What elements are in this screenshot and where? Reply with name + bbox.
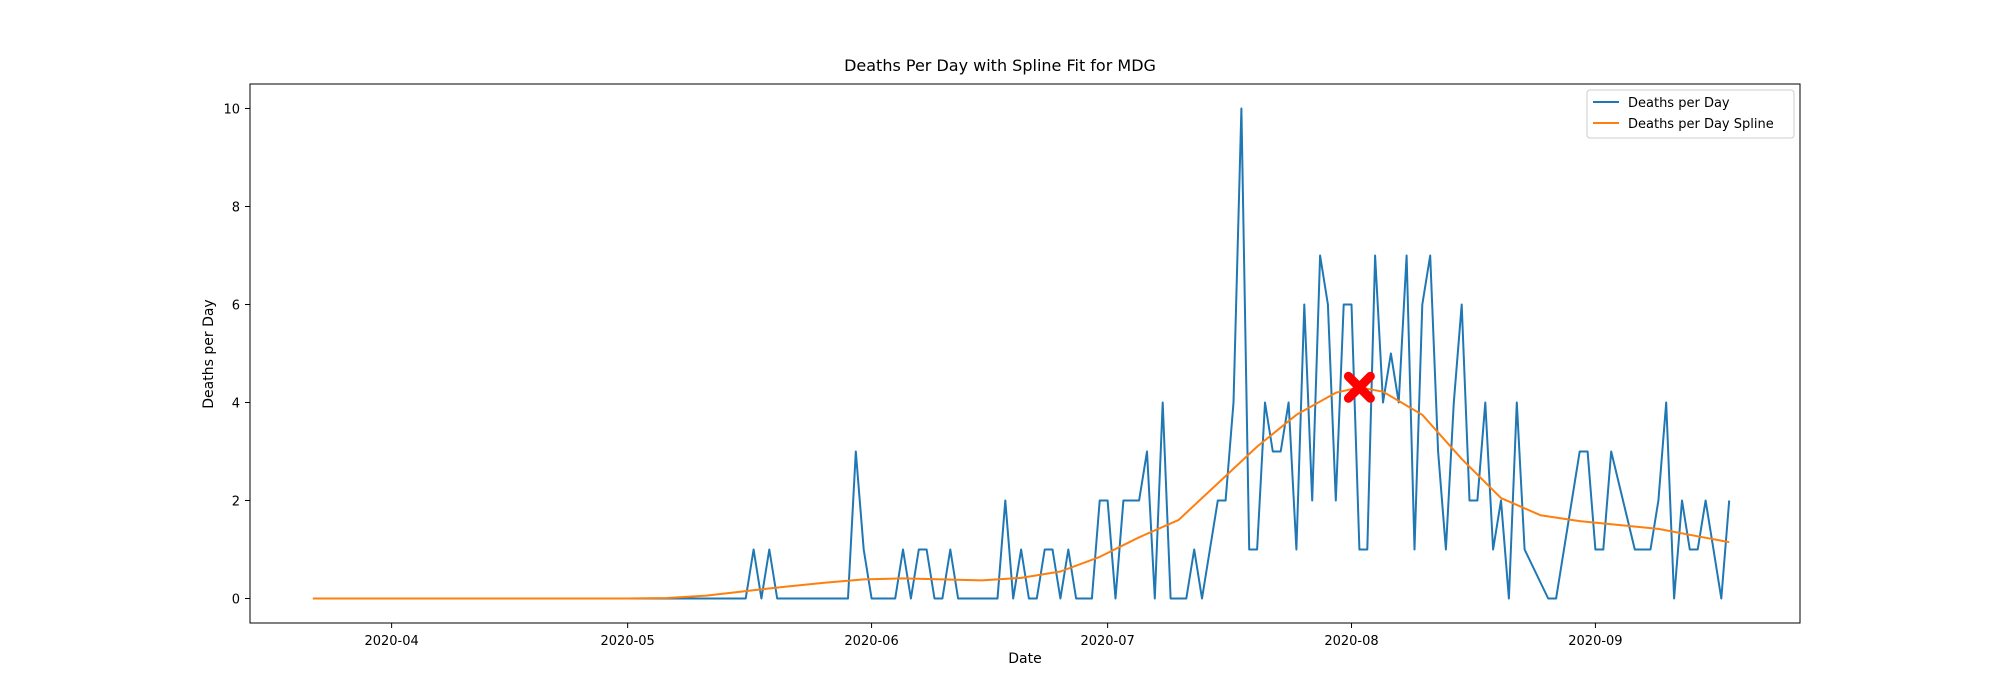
x-tick-label: 2020-05 bbox=[601, 634, 655, 649]
x-axis: 2020-04 2020-05 2020-06 2020-07 2020-08 2020-… bbox=[364, 623, 1623, 649]
series-line-deaths-per-day bbox=[312, 107, 1731, 600]
x-tick-label: 2020-09 bbox=[1568, 634, 1622, 649]
plot-area bbox=[312, 107, 1731, 600]
legend-box bbox=[1586, 89, 1795, 139]
y-tick-label: 8 bbox=[232, 201, 240, 216]
series-line-deaths-per-day-spline bbox=[312, 386, 1730, 600]
legend-label-deaths-per-day-spline: Deaths per Day Spline bbox=[1628, 117, 1774, 132]
legend-label-deaths-per-day: Deaths per Day bbox=[1628, 96, 1730, 111]
y-tick-label: 4 bbox=[232, 397, 240, 412]
y-tick-label: 10 bbox=[223, 103, 240, 118]
y-tick-label: 6 bbox=[232, 299, 240, 314]
x-axis-label: Date bbox=[1008, 651, 1041, 667]
y-tick-label: 0 bbox=[232, 593, 240, 608]
peak-marker bbox=[1343, 371, 1375, 403]
y-axis: 0 2 4 6 8 10 bbox=[223, 103, 250, 608]
y-axis-label: Deaths per Day bbox=[201, 299, 217, 408]
x-tick-label: 2020-08 bbox=[1324, 634, 1378, 649]
x-tick-label: 2020-06 bbox=[844, 634, 898, 649]
x-tick-label: 2020-04 bbox=[364, 634, 418, 649]
legend: Deaths per Day Deaths per Day Spline bbox=[1586, 89, 1795, 139]
chart-title: Deaths Per Day with Spline Fit for MDG bbox=[844, 56, 1156, 75]
peak-marker-stroke bbox=[1343, 371, 1375, 403]
x-tick-label: 2020-07 bbox=[1080, 634, 1134, 649]
y-tick-label: 2 bbox=[232, 495, 240, 510]
plot-frame bbox=[249, 83, 1801, 624]
